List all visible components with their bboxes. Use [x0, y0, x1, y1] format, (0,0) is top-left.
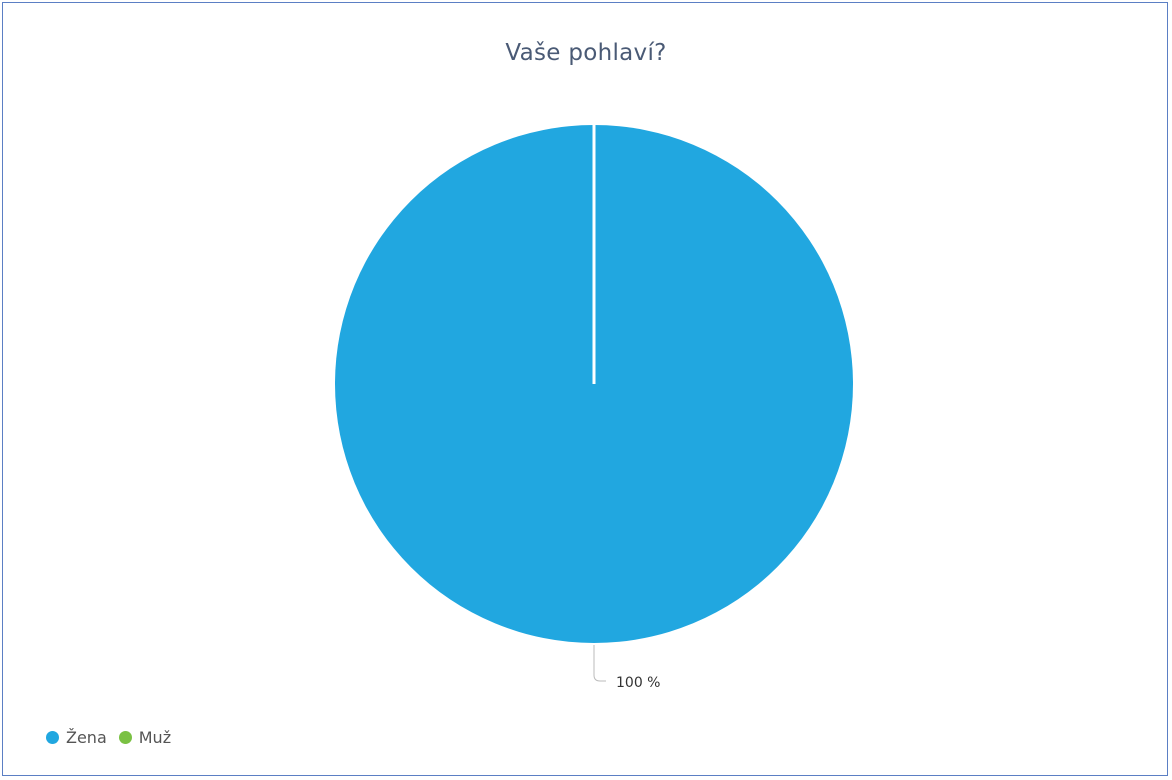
chart-title: Vaše pohlaví?: [505, 40, 667, 66]
chart-legend: Žena Muž: [46, 728, 183, 747]
data-label: 100 %: [616, 675, 660, 691]
legend-label-zena: Žena: [66, 728, 107, 747]
data-label-leader-line: [593, 645, 606, 682]
legend-marker-zena: [46, 731, 59, 744]
legend-marker-muz: [118, 731, 132, 744]
legend-item-muz[interactable]: Muž: [118, 728, 172, 747]
legend-item-zena[interactable]: Žena: [46, 728, 107, 747]
legend-label-muz: Muž: [138, 728, 172, 747]
